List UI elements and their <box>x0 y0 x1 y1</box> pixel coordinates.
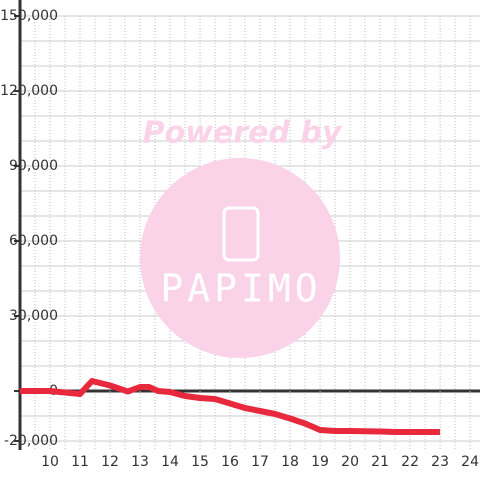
y-tick-label: 90,000 <box>9 158 58 174</box>
data-line <box>20 378 441 435</box>
x-tick-label: 14 <box>161 454 179 470</box>
watermark: Powered by PAPIMO <box>140 116 343 358</box>
x-tick-label: 16 <box>221 454 239 470</box>
watermark-logo: PAPIMO <box>160 267 321 311</box>
x-tick-label: 18 <box>281 454 299 470</box>
y-tick-label: 60,000 <box>9 233 58 249</box>
x-tick-label: 15 <box>191 454 209 470</box>
x-tick-label: 17 <box>251 454 269 470</box>
x-tick-label: 24 <box>461 454 479 470</box>
y-tick-label: -20,000 <box>4 433 58 449</box>
x-tick-label: 10 <box>41 454 59 470</box>
y-tick-label: 30,000 <box>9 308 58 324</box>
watermark-circle <box>140 158 340 358</box>
watermark-text: Powered by <box>143 116 343 151</box>
x-tick-label: 22 <box>401 454 419 470</box>
x-tick-label: 20 <box>341 454 359 470</box>
y-tick-label: 120,000 <box>0 83 58 99</box>
x-tick-label: 23 <box>431 454 449 470</box>
plot: -20,000030,00060,00090,000120,000150,000… <box>0 8 479 470</box>
x-tick-label: 13 <box>131 454 149 470</box>
x-tick-label: 12 <box>101 454 119 470</box>
x-tick-label: 21 <box>371 454 389 470</box>
x-tick-label: 11 <box>71 454 89 470</box>
x-tick-label: 19 <box>311 454 329 470</box>
y-tick-label: 150,000 <box>0 8 58 24</box>
watermark-phone <box>222 206 260 262</box>
